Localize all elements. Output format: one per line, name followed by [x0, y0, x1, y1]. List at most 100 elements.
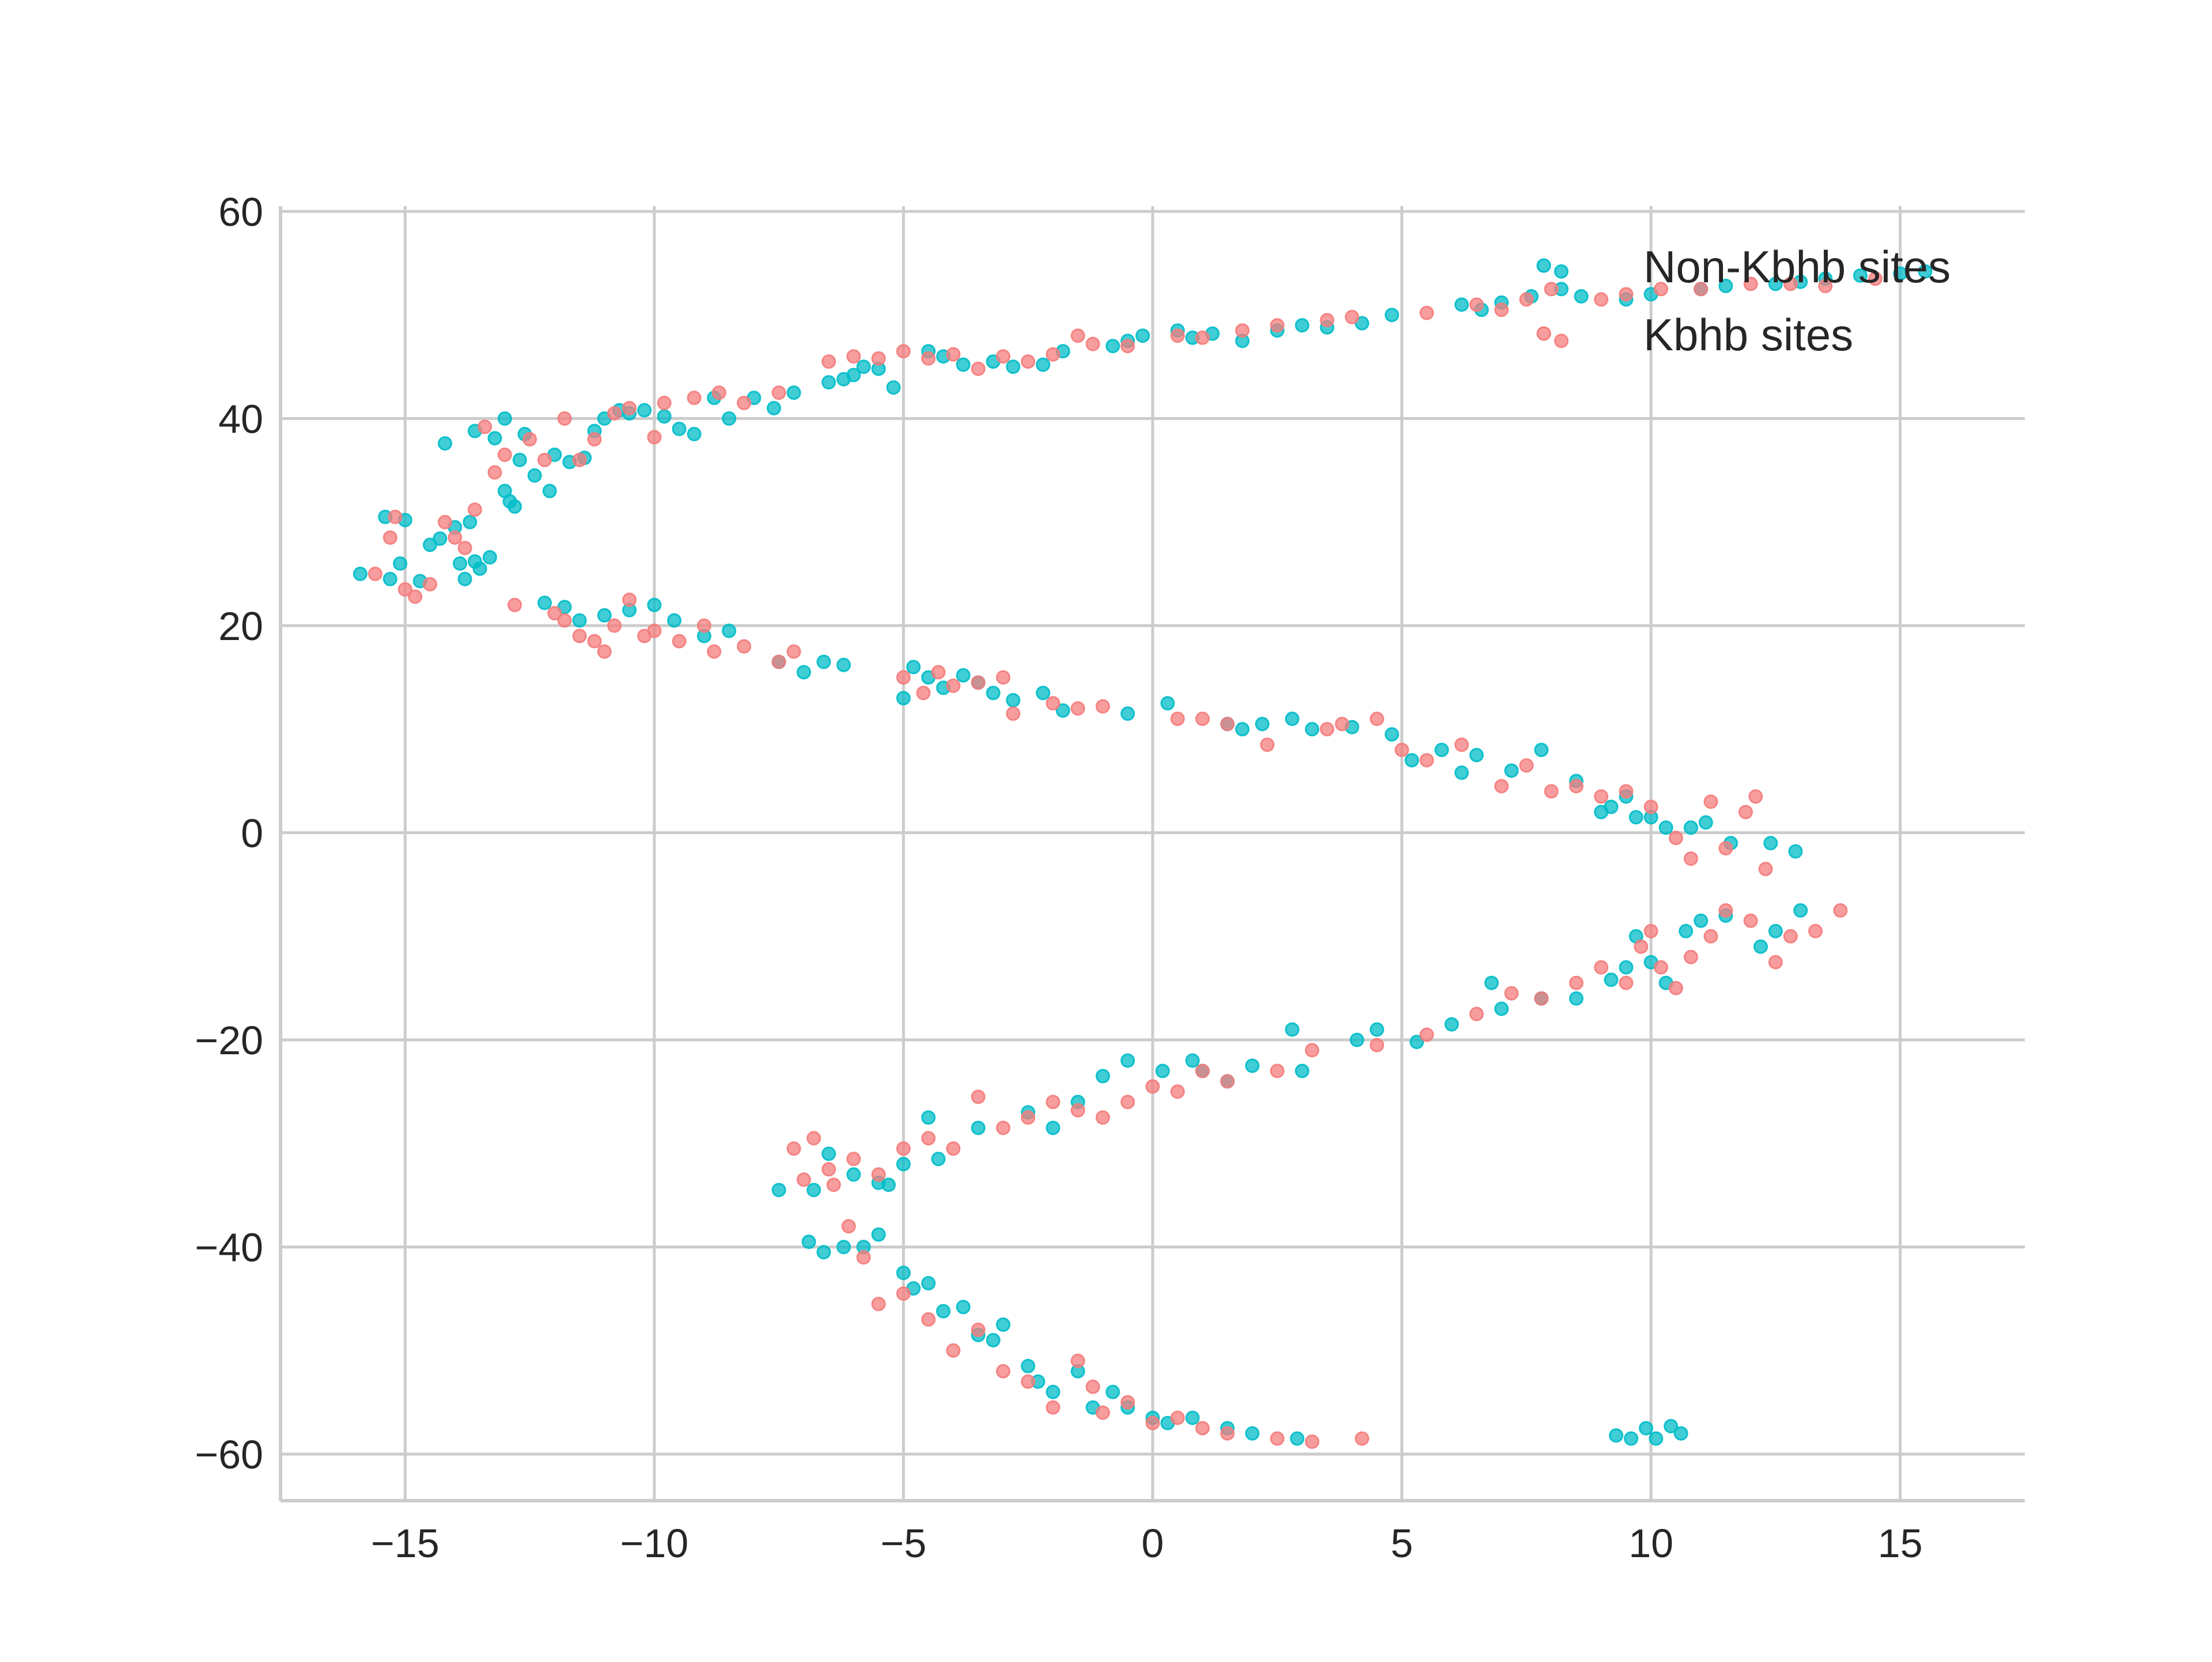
- data-point: [956, 357, 971, 372]
- data-point: [696, 618, 711, 633]
- data-point: [453, 556, 467, 571]
- data-point: [1494, 302, 1509, 317]
- data-point: [507, 499, 522, 514]
- data-point: [1743, 913, 1758, 928]
- data-point: [841, 1219, 856, 1234]
- data-point: [1653, 282, 1668, 297]
- data-point: [537, 596, 552, 610]
- data-point: [737, 639, 752, 654]
- data-point: [1604, 800, 1619, 815]
- grid-lines: [281, 206, 2025, 1501]
- data-point: [821, 1146, 836, 1161]
- data-point: [457, 571, 472, 586]
- data-point: [1609, 1428, 1624, 1443]
- data-point: [1469, 297, 1484, 312]
- data-point: [527, 468, 542, 483]
- data-point: [1105, 1384, 1120, 1399]
- data-point: [1504, 763, 1519, 778]
- data-point: [1544, 282, 1559, 297]
- data-point: [1668, 831, 1683, 845]
- legend: Non-Kbhb sites Kbhb sites: [1536, 241, 1950, 360]
- data-point: [672, 422, 687, 436]
- data-point: [1454, 737, 1469, 752]
- data-point: [737, 396, 752, 410]
- data-point: [1534, 991, 1549, 1006]
- data-point: [1619, 960, 1634, 975]
- data-point: [1305, 722, 1320, 737]
- data-point: [1295, 318, 1309, 333]
- data-point: [1484, 975, 1499, 990]
- data-point: [1245, 1426, 1260, 1441]
- data-point: [1021, 1358, 1036, 1373]
- data-point: [1170, 1410, 1185, 1425]
- data-point: [637, 403, 652, 418]
- data-point: [1145, 1079, 1160, 1094]
- legend-marker: [1536, 258, 1551, 273]
- legend-entry: Kbhb sites: [1536, 309, 1853, 360]
- data-point: [667, 613, 681, 628]
- data-point: [1594, 789, 1609, 804]
- data-point: [647, 597, 662, 612]
- data-point: [946, 1343, 961, 1358]
- data-point: [722, 623, 737, 638]
- data-point: [826, 1178, 841, 1192]
- data-point: [1105, 339, 1120, 354]
- data-point: [1434, 743, 1449, 758]
- data-point: [1768, 277, 1783, 291]
- data-point: [1350, 1032, 1365, 1047]
- data-point: [1369, 1022, 1384, 1037]
- data-point: [1036, 357, 1051, 372]
- x-tick-label: 0: [1142, 1521, 1164, 1566]
- data-point: [707, 644, 722, 659]
- data-point: [986, 1332, 1001, 1347]
- data-point: [382, 571, 397, 586]
- data-point: [916, 686, 931, 701]
- y-tick-label: 60: [218, 190, 263, 234]
- data-point: [647, 430, 662, 445]
- data-point: [786, 644, 801, 659]
- data-point: [771, 654, 786, 669]
- data-point: [816, 654, 831, 669]
- data-point: [1046, 696, 1060, 711]
- data-point: [423, 537, 437, 552]
- data-point: [846, 1152, 861, 1167]
- data-point: [572, 613, 587, 628]
- data-point: [816, 1245, 831, 1260]
- data-point: [597, 644, 612, 659]
- data-point: [607, 618, 622, 633]
- data-point: [1335, 717, 1350, 732]
- data-point: [388, 509, 403, 524]
- data-point: [1694, 282, 1709, 297]
- data-point: [1055, 703, 1070, 718]
- data-point: [1120, 706, 1135, 721]
- legend-label: Non-Kbhb sites: [1643, 241, 1950, 292]
- data-point: [846, 349, 861, 364]
- data-point: [1270, 1063, 1285, 1078]
- data-point: [1673, 1426, 1688, 1441]
- data-point: [408, 589, 423, 604]
- data-point: [1718, 278, 1733, 293]
- data-point: [1120, 339, 1135, 354]
- data-point: [1569, 975, 1584, 990]
- data-point: [587, 634, 602, 649]
- data-point: [457, 540, 472, 555]
- data-point: [1753, 939, 1768, 954]
- data-point: [1096, 699, 1110, 714]
- data-point: [1419, 305, 1434, 320]
- data-point: [622, 401, 637, 415]
- data-point: [921, 1312, 936, 1327]
- data-point: [1195, 1421, 1210, 1436]
- data-point: [1534, 743, 1549, 758]
- data-point: [1554, 264, 1569, 279]
- data-point: [946, 1141, 961, 1156]
- data-point: [796, 665, 811, 680]
- data-point: [767, 401, 781, 415]
- data-point: [1494, 779, 1509, 794]
- data-point: [1703, 929, 1718, 944]
- x-tick-label: −10: [620, 1521, 688, 1566]
- data-point: [587, 432, 602, 446]
- data-point: [1354, 316, 1369, 331]
- data-point: [996, 1364, 1010, 1379]
- data-point: [1893, 266, 1908, 281]
